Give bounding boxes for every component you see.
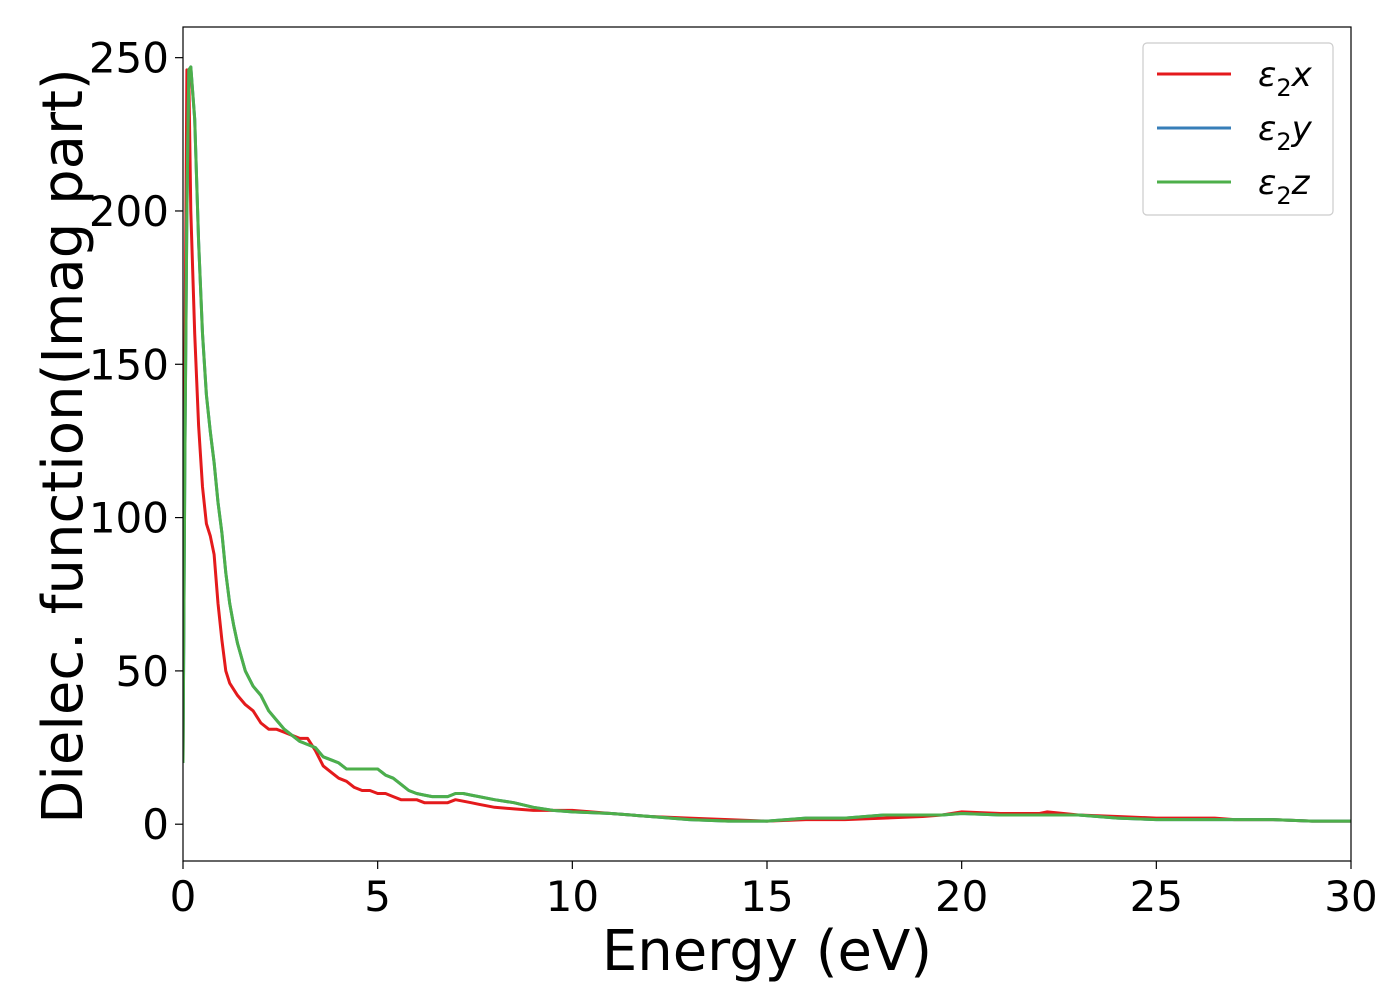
x-tick-label: 0 <box>170 872 197 921</box>
y-axis-label: Dielec. function(Imag part) <box>31 68 96 824</box>
legend-items: ε2x ε2y ε2z <box>1157 55 1313 210</box>
y-tick-label: 0 <box>142 800 169 849</box>
y-tick-label: 250 <box>89 34 169 83</box>
legend: ε2x ε2y ε2z <box>1142 42 1334 216</box>
legend-label: ε2y <box>1258 109 1313 156</box>
series-layer <box>183 65 1351 823</box>
y-tick-label: 200 <box>89 187 169 236</box>
y-tick-label: 50 <box>116 647 169 696</box>
legend-box <box>1142 42 1334 216</box>
y-tick-label: 100 <box>89 494 169 543</box>
x-tick-label: 20 <box>935 872 988 921</box>
tick-layer: 0 5 10 15 20 25 30 0 50 100 150 200 250 <box>89 34 1378 921</box>
x-tick-label: 5 <box>364 872 391 921</box>
legend-label: ε2x <box>1258 55 1313 102</box>
y-tick-label: 150 <box>89 340 169 389</box>
x-tick-label: 30 <box>1324 872 1377 921</box>
x-tick-label: 10 <box>546 872 599 921</box>
x-axis-label: Energy (eV) <box>602 919 932 984</box>
x-tick-label: 25 <box>1130 872 1183 921</box>
x-tick-label: 15 <box>740 872 793 921</box>
legend-label: ε2z <box>1258 163 1311 210</box>
series-line <box>183 65 1351 823</box>
plot-frame <box>182 26 1352 862</box>
